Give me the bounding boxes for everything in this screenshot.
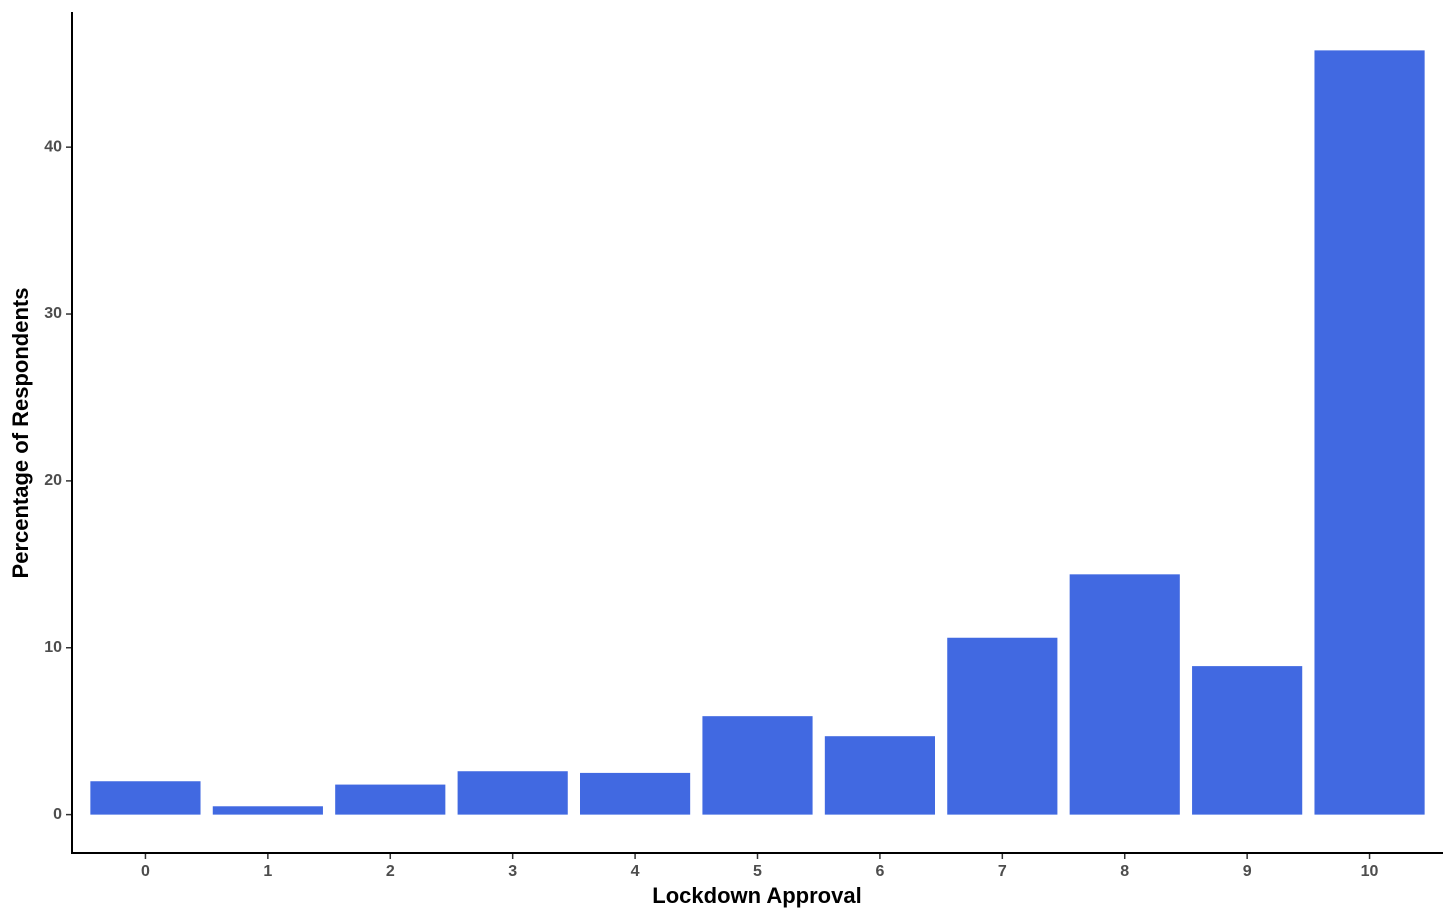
x-tick-label: 6	[875, 863, 884, 880]
y-tick-label: 20	[44, 472, 62, 489]
x-tick-label: 2	[386, 863, 395, 880]
x-tick-label: 3	[508, 863, 517, 880]
bar	[1314, 50, 1425, 815]
bar	[1192, 666, 1303, 815]
x-tick-label: 5	[753, 863, 762, 880]
bar	[947, 637, 1058, 815]
x-tick-label: 10	[1361, 863, 1379, 880]
x-tick-label: 0	[141, 863, 150, 880]
bar	[90, 781, 201, 815]
bar	[702, 716, 813, 815]
x-tick-label: 9	[1243, 863, 1252, 880]
bar	[1069, 574, 1180, 815]
bar	[824, 736, 935, 815]
y-tick-label: 40	[44, 138, 62, 155]
x-tick-label: 8	[1120, 863, 1129, 880]
bar	[457, 771, 568, 815]
y-tick-label: 30	[44, 305, 62, 322]
y-axis-title: Percentage of Respondents	[8, 288, 33, 579]
bar	[335, 784, 446, 815]
x-tick-label: 4	[631, 863, 640, 880]
bar	[212, 806, 323, 815]
x-axis-title: Lockdown Approval	[652, 883, 861, 908]
x-tick-label: 7	[998, 863, 1007, 880]
bar	[580, 772, 691, 815]
x-tick-label: 1	[263, 863, 272, 880]
y-tick-label: 0	[53, 806, 62, 823]
y-tick-label: 10	[44, 639, 62, 656]
